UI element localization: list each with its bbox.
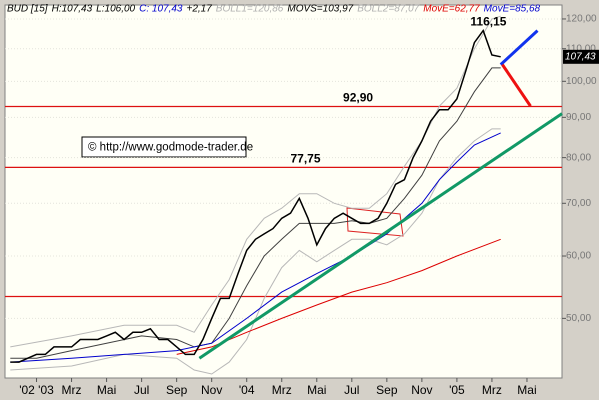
plot-area	[4, 4, 563, 379]
x-tick-label: Sep	[376, 383, 398, 397]
trendline	[501, 63, 532, 107]
x-tick-label: Mrz	[482, 383, 502, 397]
x-tick-label: Mai	[97, 383, 116, 397]
last-price-box	[563, 49, 599, 64]
y-tick-label: 50,00	[566, 313, 591, 324]
header-item: MOVS=103,97	[287, 4, 353, 15]
level-label: 92,90	[343, 91, 373, 105]
y-tick-label: 100,00	[566, 76, 597, 87]
y-tick-label: 90,00	[566, 112, 591, 123]
x-tick-label: Nov	[411, 383, 432, 397]
trendline	[499, 29, 539, 66]
header-item: MovE=85,68	[484, 4, 541, 15]
header-item: MovE=62,77	[423, 4, 480, 15]
x-tick-label: '02 '03	[19, 383, 54, 397]
last-price-label: 107,43	[565, 51, 596, 62]
series-line	[10, 29, 501, 363]
y-tick-label: 80,00	[566, 152, 591, 163]
x-tick-label: Mrz	[272, 383, 292, 397]
header-item: L:106,00	[96, 4, 135, 15]
y-tick-label: 60,00	[566, 251, 591, 262]
series-line	[10, 132, 501, 363]
x-tick-label: '04	[239, 383, 255, 397]
header-item: BUD [15]	[7, 4, 48, 15]
x-tick-label: Nov	[201, 383, 222, 397]
header-item: BOLL1=120,86	[216, 4, 284, 15]
x-tick-label: '05	[449, 383, 465, 397]
series-line	[10, 67, 501, 359]
peak-label: 116,15	[470, 14, 506, 28]
series-line	[10, 15, 501, 348]
x-tick-label: Jul	[134, 383, 149, 397]
x-tick-label: Mrz	[62, 383, 82, 397]
trendline	[198, 112, 563, 360]
level-label: 77,75	[291, 152, 321, 166]
copyright: © http://www.godmode-trader.de	[88, 142, 253, 154]
copyright-box	[81, 136, 247, 158]
header-item: H:107,43	[52, 4, 93, 15]
y-tick-label: 120,00	[566, 14, 597, 25]
series-line	[10, 128, 501, 375]
header-item: C: 107,43	[139, 4, 183, 15]
header-item: +2,17	[186, 4, 212, 15]
x-tick-label: Sep	[166, 383, 188, 397]
y-tick-label: 70,00	[566, 198, 591, 209]
x-tick-label: Jul	[344, 383, 359, 397]
header-item: BOLL2=87,07	[357, 4, 419, 15]
x-tick-label: Mai	[517, 383, 536, 397]
x-tick-label: Mai	[307, 383, 326, 397]
y-tick-label: 110,00	[566, 43, 596, 54]
